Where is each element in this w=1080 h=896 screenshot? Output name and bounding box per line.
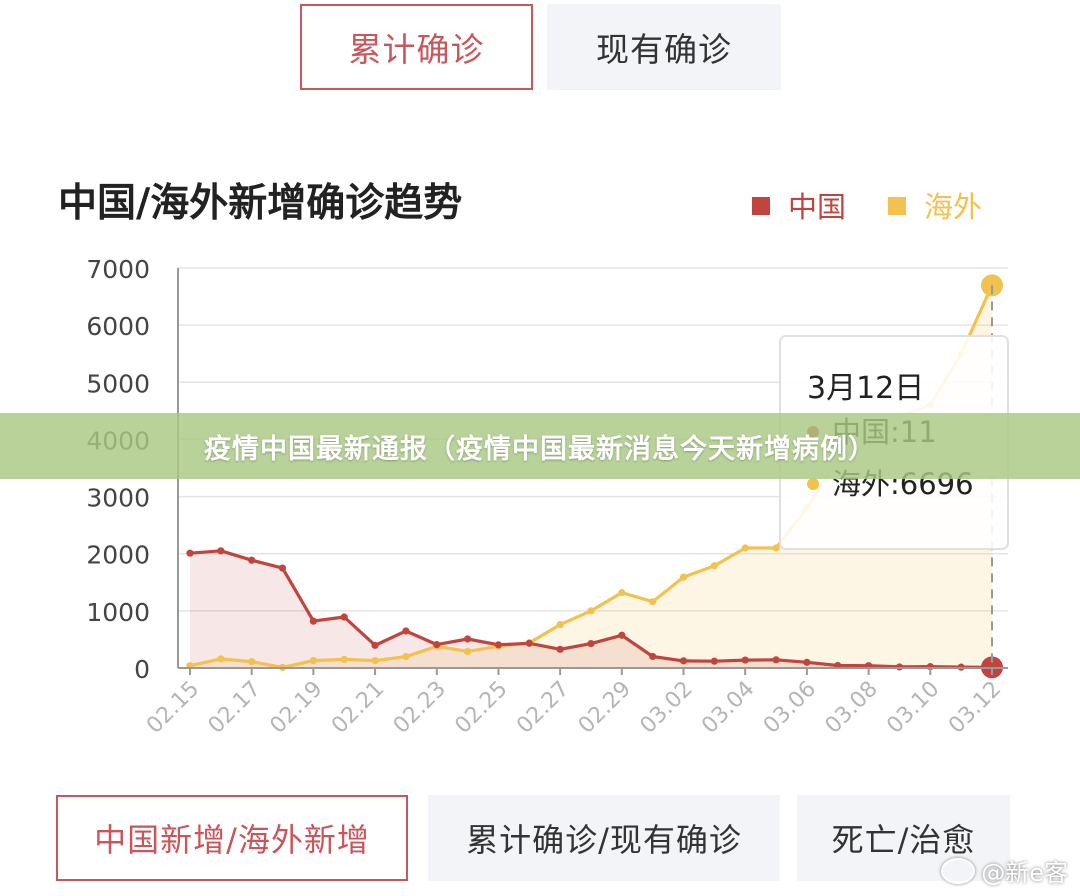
x-tick-label: 03.08 [821,677,883,739]
data-point-china [217,547,225,555]
area-overseas [190,285,992,668]
data-point-china [371,641,379,649]
data-point-overseas [710,562,718,570]
y-tick-label: 5000 [86,369,150,398]
y-tick-label: 3000 [86,484,150,513]
watermark-text: @新e客 [981,859,1068,887]
cumulative-current-button[interactable]: 累计确诊/现有确诊 [428,795,780,881]
y-tick-label: 0 [134,655,150,684]
data-point-overseas [217,655,225,663]
chart-legend: 中国 海外 [752,190,982,224]
data-point-china [710,657,718,665]
chart-title: 中国/海外新增确诊趋势 [58,181,462,226]
x-tick-label: 02.23 [389,677,451,739]
legend-swatch [752,197,770,215]
x-tick-label: 03.12 [944,677,1006,739]
y-tick-label: 1000 [86,598,150,627]
data-point-china [186,549,194,557]
x-tick-label: 03.04 [697,677,759,739]
data-point-china [556,645,564,653]
weibo-icon [941,857,976,884]
x-tick-label: 02.17 [204,677,266,739]
data-point-china [618,631,626,639]
watermark: @新e客 [941,853,1068,888]
x-tick-label: 03.10 [882,677,944,739]
data-point-china [433,641,441,649]
data-point-overseas [464,647,472,656]
y-tick-label: 7000 [86,255,150,284]
data-point-overseas [741,544,749,552]
data-point-overseas [772,544,780,552]
data-point-overseas [587,607,595,615]
data-point-china [464,635,472,643]
legend-label: 中国 [788,190,846,224]
x-tick-label: 03.06 [759,677,821,739]
data-point-china [494,641,503,649]
legend-label: 海外 [924,190,982,224]
headline-text: 疫情中国最新通报（疫情中国最新消息今天新增病例） [204,433,876,465]
data-point-overseas [371,656,379,665]
x-tick-label: 02.19 [265,677,327,739]
data-point-china [895,663,904,671]
data-point-overseas [402,652,410,661]
legend-swatch [888,197,906,215]
data-point-china [248,556,256,564]
data-point-china [803,658,811,666]
new-cases-button[interactable]: 中国新增/海外新增 [56,795,408,881]
x-tick-label: 02.27 [512,677,574,739]
data-point-china [278,564,287,572]
data-point-china [587,640,595,648]
tab-cumulative-confirmed[interactable]: 累计确诊 [300,4,533,90]
y-tick-label: 6000 [86,312,150,341]
data-point-overseas [340,655,348,664]
tooltip-date: 3月12日 [807,371,924,406]
data-point-china [340,613,348,621]
data-point-china [525,639,533,647]
x-tick-label: 02.15 [142,677,204,739]
data-point-overseas [556,620,564,629]
trend-chart: 0100020003000400050006000700002.1502.170… [58,181,1009,739]
y-tick-label: 2000 [86,541,150,570]
data-point-china [649,652,657,661]
data-point-china [402,627,410,635]
tab-current-confirmed[interactable]: 现有确诊 [547,4,781,90]
data-point-china [772,656,780,664]
data-point-china [679,657,688,665]
data-point-overseas [618,588,626,597]
data-point-overseas [679,573,688,581]
x-tick-label: 03.02 [636,677,698,739]
death-recovered-button[interactable]: 死亡/治愈 [797,795,1010,881]
x-tick-label: 02.29 [574,677,636,739]
data-point-china [741,656,749,664]
x-tick-label: 02.21 [327,677,389,739]
headline-banner: 疫情中国最新通报（疫情中国最新消息今天新增病例） [0,413,1080,479]
data-point-overseas [309,656,317,665]
x-tick-label: 02.25 [450,677,512,739]
data-point-overseas [248,658,256,666]
data-point-china [309,617,317,625]
data-point-overseas [649,598,657,606]
tooltip-dot [807,478,819,490]
